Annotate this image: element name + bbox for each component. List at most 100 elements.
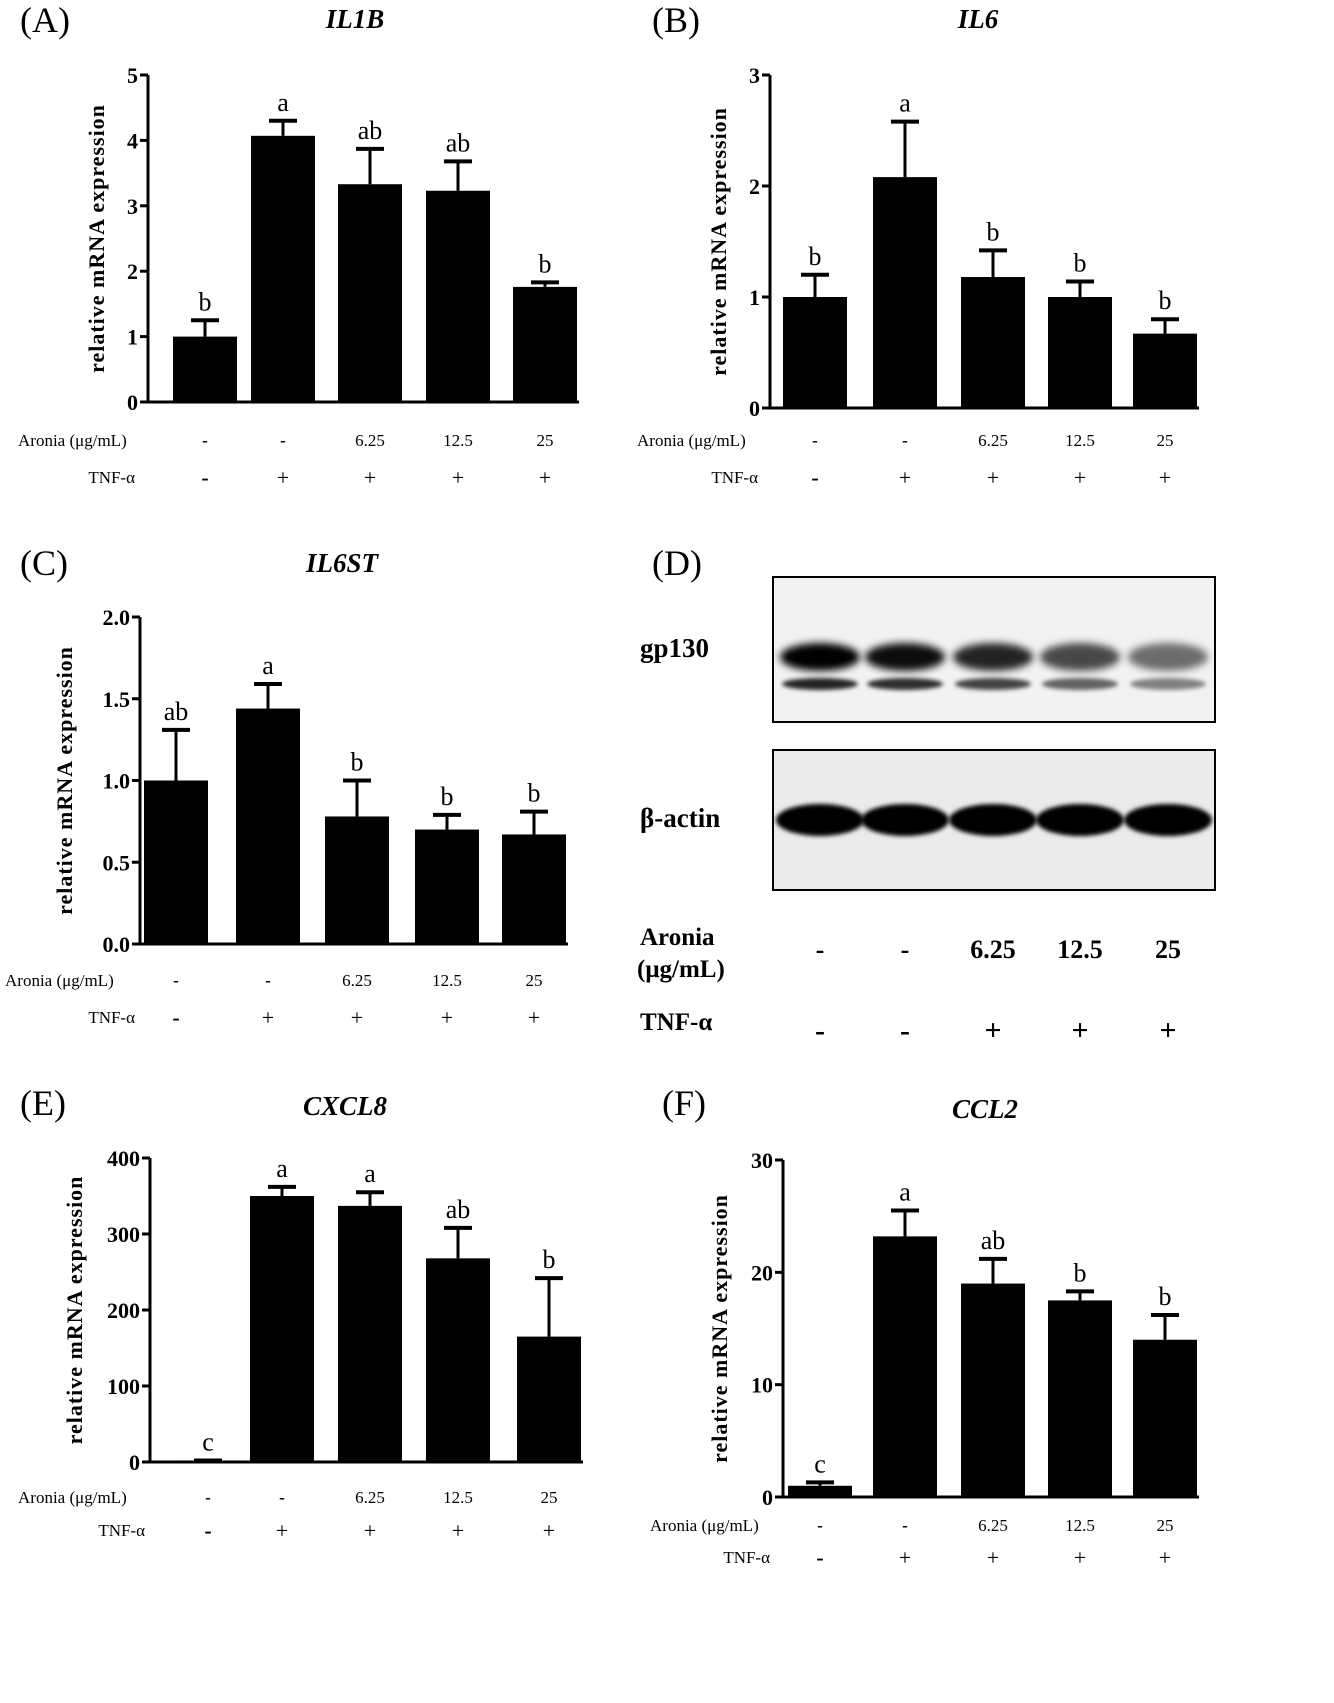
tnf-treatment: + bbox=[987, 465, 999, 490]
bar bbox=[173, 336, 237, 402]
blot-gp130: gp130 bbox=[640, 576, 1216, 723]
significance-letter: b bbox=[1159, 1282, 1172, 1311]
bar bbox=[338, 184, 402, 402]
tnf-treatment: + bbox=[1159, 1545, 1171, 1570]
aronia-dose: 6.25 bbox=[978, 431, 1008, 450]
y-tick-label: 20 bbox=[751, 1260, 773, 1285]
protein-band bbox=[1040, 643, 1120, 671]
aronia-dose: - bbox=[173, 971, 179, 990]
y-tick-label: 2 bbox=[127, 259, 138, 284]
bar bbox=[236, 708, 300, 944]
aronia-dose: - bbox=[812, 431, 818, 450]
chart-title: IL1B bbox=[325, 4, 385, 34]
aronia-dose: 12.5 bbox=[443, 431, 473, 450]
protein-band bbox=[780, 643, 860, 671]
bar bbox=[426, 190, 490, 402]
chart-title: IL6 bbox=[957, 4, 999, 34]
tnf-treatment: - bbox=[815, 1014, 825, 1047]
tnf-row-label: TNF-α bbox=[88, 1008, 135, 1027]
significance-letter: b bbox=[809, 242, 822, 271]
tnf-treatment: - bbox=[816, 1545, 823, 1570]
aronia-dose: 12.5 bbox=[1057, 935, 1103, 964]
aronia-dose: 25 bbox=[1157, 1516, 1174, 1535]
aronia-row-label: Aronia (μg/mL) bbox=[18, 431, 127, 450]
bar-chart-cxcl8: (E) CXCL8 0 100 200 300 400 relative mRNA expre… bbox=[18, 1083, 583, 1543]
aronia-dose: 25 bbox=[541, 1488, 558, 1507]
panel-label: (A) bbox=[20, 0, 70, 40]
tnf-treatment: + bbox=[1071, 1014, 1088, 1047]
aronia-row-label: Aronia bbox=[640, 924, 715, 951]
y-tick-label: 1.0 bbox=[103, 769, 131, 794]
y-tick-label: 1 bbox=[749, 285, 760, 310]
tnf-treatment: + bbox=[899, 1545, 911, 1570]
y-tick-label: 0 bbox=[762, 1485, 773, 1510]
significance-letter: a bbox=[899, 89, 911, 118]
significance-letter: a bbox=[277, 88, 289, 117]
bar-chart-ccl2: (F) CCL2 0 10 20 30 relative mRNA expression c -… bbox=[650, 1083, 1199, 1570]
aronia-dose: - bbox=[817, 1516, 823, 1535]
bar bbox=[144, 780, 208, 944]
aronia-dose: - bbox=[279, 1488, 285, 1507]
protein-band bbox=[1130, 678, 1206, 690]
protein-band bbox=[867, 678, 943, 690]
bar bbox=[1133, 1339, 1197, 1497]
significance-letter: ab bbox=[358, 116, 383, 145]
aronia-row-label-unit: (μg/mL) bbox=[637, 956, 725, 983]
y-tick-label: 100 bbox=[107, 1374, 140, 1399]
significance-letter: b bbox=[539, 249, 552, 278]
significance-letter: b bbox=[543, 1245, 556, 1274]
bar bbox=[325, 816, 389, 944]
y-tick-label: 400 bbox=[107, 1146, 140, 1171]
y-tick-label: 0 bbox=[129, 1450, 140, 1475]
protein-band bbox=[782, 678, 858, 690]
blot-beta-actin: β-actin bbox=[640, 749, 1216, 891]
panel-label: (C) bbox=[20, 543, 68, 583]
aronia-dose: 12.5 bbox=[1065, 431, 1095, 450]
western-blot-panel: (D) gp130 β-actin Aronia (μg/mL) TNF-α - - - - 6.2… bbox=[637, 543, 1216, 1047]
tnf-treatment: + bbox=[987, 1545, 999, 1570]
bar bbox=[783, 297, 847, 408]
tnf-treatment: + bbox=[1159, 465, 1171, 490]
tnf-treatment: + bbox=[452, 465, 464, 490]
aronia-row-label: Aronia (μg/mL) bbox=[650, 1516, 759, 1535]
y-axis-label: relative mRNA expression bbox=[52, 646, 77, 915]
blot-band-label: gp130 bbox=[640, 633, 709, 663]
aronia-dose: - bbox=[202, 431, 208, 450]
tnf-treatment: + bbox=[452, 1518, 464, 1543]
y-axis-label: relative mRNA expression bbox=[62, 1176, 87, 1445]
aronia-dose: 12.5 bbox=[432, 971, 462, 990]
aronia-dose: 6.25 bbox=[342, 971, 372, 990]
aronia-row-label: Aronia (μg/mL) bbox=[5, 971, 114, 990]
significance-letter: a bbox=[262, 651, 274, 680]
bar bbox=[788, 1485, 852, 1497]
tnf-treatment: + bbox=[528, 1005, 540, 1030]
y-axis-label: relative mRNA expression bbox=[707, 1194, 732, 1463]
bar bbox=[513, 286, 577, 402]
aronia-dose: - bbox=[901, 935, 910, 964]
significance-letter: ab bbox=[981, 1226, 1006, 1255]
tnf-treatment: - bbox=[811, 465, 818, 490]
protein-band bbox=[949, 804, 1037, 836]
significance-letter: a bbox=[364, 1159, 376, 1188]
aronia-dose: 6.25 bbox=[978, 1516, 1008, 1535]
protein-band bbox=[1124, 804, 1212, 836]
significance-letter: b bbox=[1074, 1258, 1087, 1287]
y-tick-label: 3 bbox=[127, 194, 138, 219]
y-tick-label: 2.0 bbox=[103, 605, 131, 630]
aronia-dose: 12.5 bbox=[1065, 1516, 1095, 1535]
tnf-treatment: + bbox=[984, 1014, 1001, 1047]
bar-chart-il6st: (C) IL6ST 0.0 0.5 1.0 1.5 2.0 relative mRNA exp… bbox=[5, 543, 568, 1030]
significance-letter: b bbox=[1159, 286, 1172, 315]
protein-band bbox=[953, 643, 1033, 671]
aronia-dose: - bbox=[902, 1516, 908, 1535]
tnf-treatment: - bbox=[900, 1014, 910, 1047]
bar bbox=[251, 135, 315, 402]
tnf-treatment: + bbox=[262, 1005, 274, 1030]
tnf-treatment: + bbox=[539, 465, 551, 490]
y-tick-label: 5 bbox=[127, 63, 138, 88]
y-tick-label: 10 bbox=[751, 1373, 773, 1398]
significance-letter: c bbox=[202, 1427, 214, 1456]
y-tick-label: 1 bbox=[127, 325, 138, 350]
bar bbox=[873, 177, 937, 408]
